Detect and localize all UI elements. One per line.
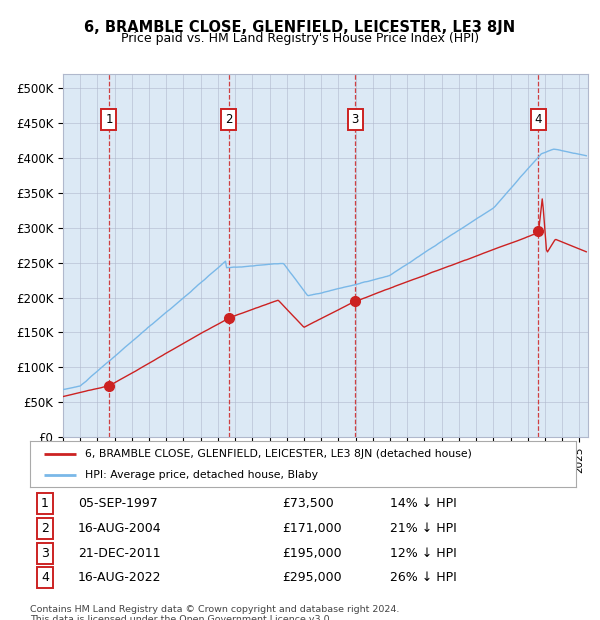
Text: 3: 3 [352,113,359,126]
Text: 4: 4 [535,113,542,126]
Text: £171,000: £171,000 [282,522,341,534]
Text: 6, BRAMBLE CLOSE, GLENFIELD, LEICESTER, LE3 8JN (detached house): 6, BRAMBLE CLOSE, GLENFIELD, LEICESTER, … [85,449,472,459]
Text: 3: 3 [41,547,49,559]
Text: HPI: Average price, detached house, Blaby: HPI: Average price, detached house, Blab… [85,471,317,480]
Text: 1: 1 [41,497,49,510]
Text: 05-SEP-1997: 05-SEP-1997 [78,497,158,510]
Text: 21-DEC-2011: 21-DEC-2011 [78,547,161,559]
Text: Contains HM Land Registry data © Crown copyright and database right 2024.
This d: Contains HM Land Registry data © Crown c… [30,604,400,620]
Text: 16-AUG-2004: 16-AUG-2004 [78,522,161,534]
Text: £195,000: £195,000 [282,547,341,559]
Text: 16-AUG-2022: 16-AUG-2022 [78,572,161,584]
Text: 21% ↓ HPI: 21% ↓ HPI [390,522,457,534]
Text: 4: 4 [41,572,49,584]
Text: £295,000: £295,000 [282,572,341,584]
Text: 1: 1 [105,113,113,126]
Text: 26% ↓ HPI: 26% ↓ HPI [390,572,457,584]
Text: 12% ↓ HPI: 12% ↓ HPI [390,547,457,559]
Text: 6, BRAMBLE CLOSE, GLENFIELD, LEICESTER, LE3 8JN: 6, BRAMBLE CLOSE, GLENFIELD, LEICESTER, … [85,20,515,35]
Text: 2: 2 [41,522,49,534]
Text: £73,500: £73,500 [282,497,334,510]
Text: Price paid vs. HM Land Registry's House Price Index (HPI): Price paid vs. HM Land Registry's House … [121,32,479,45]
Text: 2: 2 [225,113,232,126]
Text: 14% ↓ HPI: 14% ↓ HPI [390,497,457,510]
